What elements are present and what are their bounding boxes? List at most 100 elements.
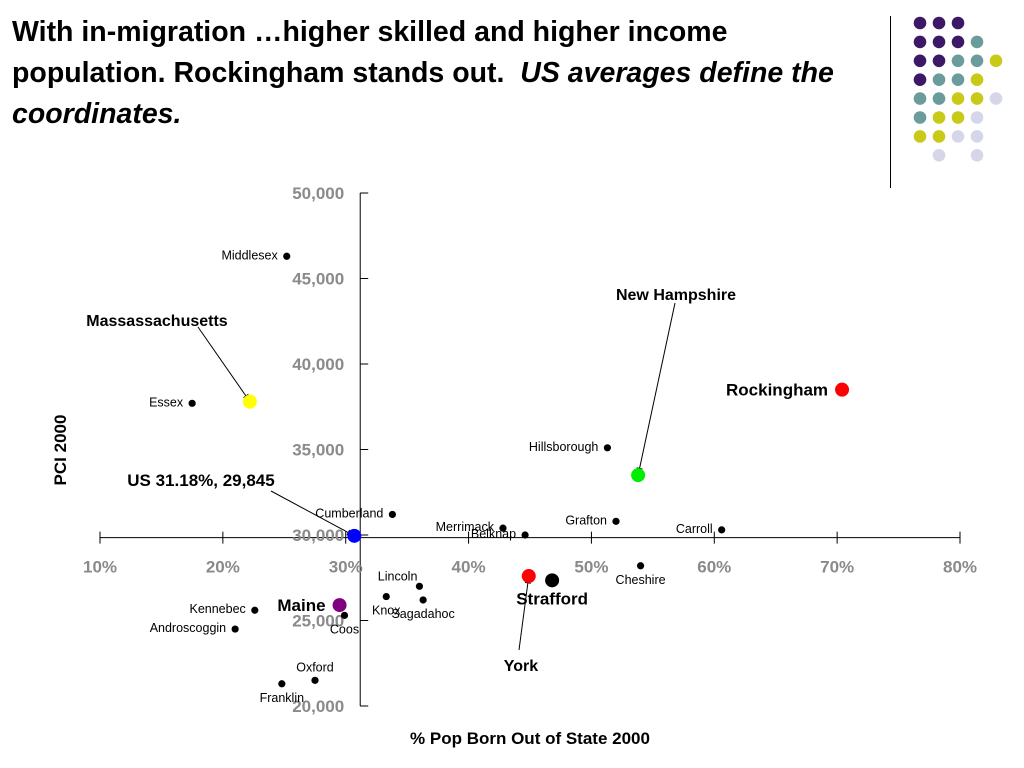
y-tick-label: 50,000 [292, 184, 344, 203]
data-point [188, 399, 196, 407]
data-point [521, 531, 529, 539]
point-label: New Hampshire [616, 287, 736, 304]
point-label: Belknap [471, 527, 516, 541]
point-label: Carroll [676, 522, 713, 536]
data-point [631, 468, 646, 483]
decoration-dot [913, 35, 927, 49]
decoration-dot [913, 111, 927, 124]
data-point [231, 625, 239, 633]
point-label: Massassachusetts [86, 313, 228, 330]
data-point [499, 524, 507, 532]
title-italic-text: US averages define the coordinates. [12, 57, 834, 130]
x-tick-label: 80% [943, 558, 977, 577]
x-tick-label: 20% [206, 558, 240, 577]
y-tick-label: 40,000 [292, 355, 344, 374]
callout-leader [637, 302, 676, 476]
decoration-dot [951, 130, 965, 143]
y-tick-label: 20,000 [292, 697, 344, 716]
decoration-dot [932, 130, 946, 143]
x-tick-label: 30% [329, 558, 363, 577]
decoration-dot [951, 16, 965, 30]
point-label: Strafford [516, 589, 588, 608]
y-tick-label: 45,000 [292, 270, 344, 289]
data-point [311, 676, 319, 684]
point-label: Merrimack [436, 520, 495, 534]
callout-leader [270, 490, 355, 537]
dot-grid-decoration [913, 16, 1003, 162]
data-point [332, 598, 347, 613]
data-point [718, 526, 726, 534]
y-tick-label: 35,000 [292, 441, 344, 460]
point-label: York [504, 658, 538, 675]
decoration-dot [970, 35, 984, 49]
point-label: Cheshire [616, 573, 666, 587]
data-point [545, 573, 560, 588]
decoration-dot [970, 73, 984, 86]
point-label: Coos [330, 622, 359, 636]
decoration-dot [951, 73, 965, 86]
data-point [340, 611, 349, 619]
data-point [835, 382, 850, 397]
decoration-dot [951, 35, 965, 49]
point-label: Kennebec [189, 602, 245, 616]
y-axis-title: PCI 2000 [51, 415, 70, 486]
data-point [347, 528, 362, 543]
title-text: With in-migration …higher skilled and hi… [12, 16, 728, 89]
data-point [382, 592, 390, 601]
data-point [636, 562, 645, 570]
data-point [388, 510, 396, 519]
point-label: Rockingham [726, 381, 828, 400]
point-label: Hillsborough [529, 440, 599, 454]
point-label: Lincoln [378, 569, 418, 583]
point-label: Cumberland [315, 506, 383, 520]
point-label: Maine [277, 596, 325, 615]
decoration-dot [970, 92, 984, 105]
decoration-dot [913, 54, 927, 68]
point-label: Androscoggin [150, 621, 226, 635]
data-point [415, 582, 424, 590]
slide-title: With in-migration …higher skilled and hi… [12, 12, 882, 135]
point-label: US 31.18%, 29,845 [127, 471, 274, 490]
decoration-dot [932, 111, 946, 124]
data-point [283, 252, 291, 260]
decoration-dot [970, 130, 984, 143]
decoration-dot [970, 54, 984, 68]
decoration-dot [932, 35, 946, 49]
point-label: Grafton [565, 513, 607, 527]
decoration-dot [932, 92, 946, 105]
point-label: Oxford [296, 660, 334, 674]
x-tick-label: 70% [820, 558, 854, 577]
decoration-dot [932, 73, 946, 86]
callout-leader [518, 575, 530, 651]
y-tick-label: 30,000 [292, 526, 344, 545]
y-tick-label: 25,000 [292, 612, 344, 631]
decoration-dot [913, 73, 927, 86]
x-axis-title: % Pop Born Out of State 2000 [410, 729, 650, 748]
decoration-dot [913, 92, 927, 105]
data-point [612, 517, 620, 525]
decoration-dot [951, 92, 965, 105]
data-point [242, 394, 257, 409]
data-point [419, 596, 427, 604]
x-tick-label: 40% [452, 558, 486, 577]
decoration-dot [932, 54, 946, 68]
point-label: Essex [149, 395, 184, 409]
x-tick-label: 60% [697, 558, 731, 577]
decoration-dot [951, 111, 965, 124]
callout-leader [197, 326, 251, 402]
point-label: Franklin [260, 691, 305, 705]
point-label: Knox [372, 604, 401, 618]
decoration-dot [989, 92, 1003, 105]
decoration-dot [970, 149, 984, 162]
data-point [278, 680, 286, 688]
decoration-dot [951, 54, 965, 68]
x-tick-label: 10% [83, 558, 117, 577]
data-point [603, 444, 612, 452]
x-tick-label: 50% [574, 558, 608, 577]
title-divider-line [890, 16, 891, 188]
point-label: Middlesex [221, 248, 278, 262]
data-point [251, 606, 259, 614]
decoration-dot [970, 111, 984, 124]
decoration-dot [989, 54, 1003, 68]
